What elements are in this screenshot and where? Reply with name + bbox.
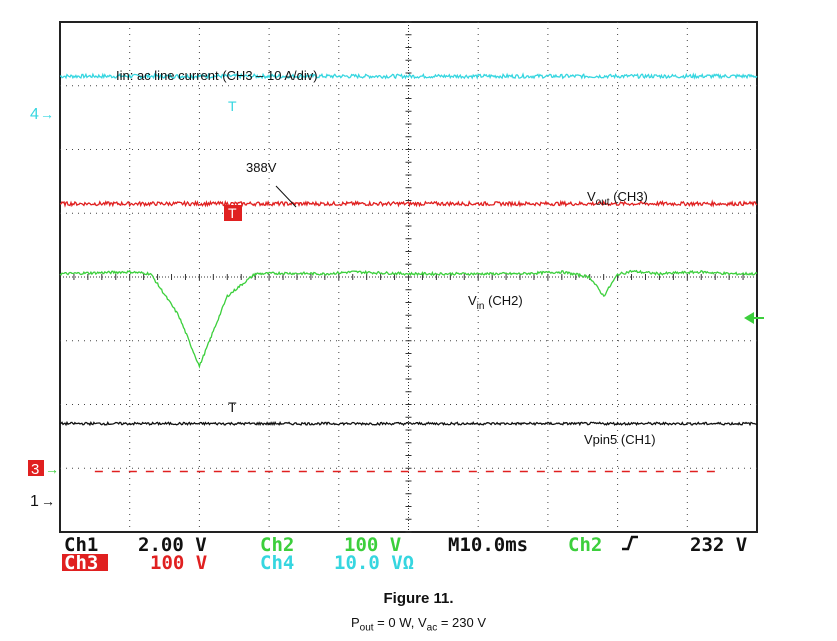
readout-ch4: Ch4 — [260, 552, 294, 574]
figure-title: Figure 11. — [383, 590, 454, 607]
svg-text:1: 1 — [30, 493, 39, 510]
iin-annotation: Iin: ac line current (CH3 – 10 A/div) — [116, 68, 318, 83]
v388-pointer — [275, 185, 297, 208]
ch1-marker[interactable]: 1 → — [30, 493, 55, 510]
readout-ch1-scale: 2.00 V — [138, 534, 207, 556]
ch3-marker[interactable]: 3 → — [28, 460, 59, 478]
readout-ch4-scale: 10.0 VΩ — [334, 552, 414, 574]
svg-text:→: → — [45, 461, 59, 477]
trace-vout-ch3 — [59, 199, 758, 208]
ch4-trigger-marker: T — [228, 98, 237, 114]
readout-ch3-badge: Ch3 — [62, 552, 108, 574]
vpin5-annotation: Vpin5 (CH1) — [584, 432, 656, 447]
ch2-ref-arrow[interactable] — [744, 312, 764, 324]
svg-text:T: T — [228, 205, 237, 221]
readout-ch2: Ch2 — [260, 534, 294, 556]
grid — [59, 21, 758, 533]
svg-text:Ch3: Ch3 — [64, 552, 98, 574]
svg-text:3: 3 — [31, 461, 39, 478]
svg-text:4: 4 — [30, 106, 39, 123]
v388-annotation: 388V — [246, 160, 277, 175]
readout-timebase: M10.0ms — [448, 534, 528, 556]
trace-vin-ch2 — [59, 269, 758, 369]
svg-text:→: → — [40, 106, 54, 122]
readout-trigger-source: Ch2 — [568, 534, 602, 556]
readout-ch1: Ch1 — [64, 534, 98, 556]
vin-annotation: Vin (CH2) — [468, 293, 523, 312]
traces — [59, 72, 758, 473]
ch1-trigger-marker: T — [228, 399, 237, 415]
ch3-trigger-marker: T — [224, 205, 242, 221]
svg-text:→: → — [41, 493, 55, 509]
ch4-marker[interactable]: 4 → — [30, 106, 54, 123]
vout-annotation: Vout (CH3) — [587, 189, 648, 208]
readout-ch2-scale: 100 V — [344, 534, 401, 556]
trace-vpin5-ch1 — [59, 420, 758, 427]
readout-ch3-scale: 100 V — [150, 552, 207, 574]
trigger-edge-icon — [622, 535, 638, 551]
figure-subtitle: Pout = 0 W, Vac = 230 V — [350, 615, 487, 634]
readout-trigger-level: 232 V — [690, 534, 747, 556]
trace-ch4 — [59, 72, 758, 80]
